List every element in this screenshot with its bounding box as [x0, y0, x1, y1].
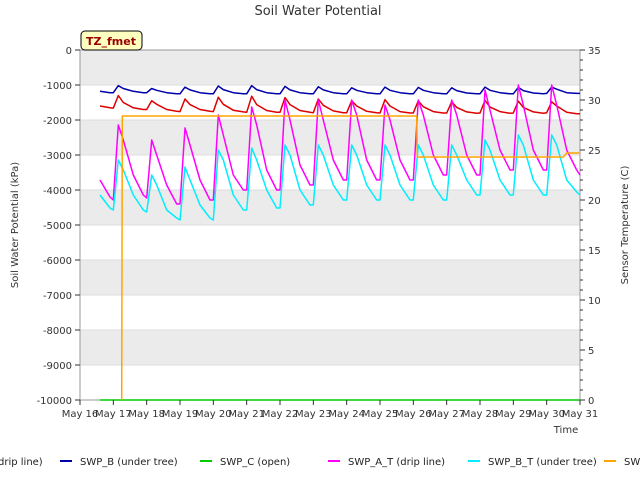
y2-tick-label: 20	[588, 196, 601, 207]
plot-band	[80, 50, 580, 85]
y2-axis-label: Sensor Temperature (C)	[620, 166, 631, 285]
legend-item: SWP_B_T (under tree)	[468, 457, 597, 468]
x-tick-label: May 19	[162, 409, 199, 420]
x-tick-label: May 20	[195, 409, 232, 420]
series-line-swp-b-t-under-tree	[99, 134, 581, 221]
plot-band	[80, 85, 580, 120]
plot-band	[80, 330, 580, 365]
series-line-swp-c-t-open	[120, 115, 580, 401]
legend-label: drip line)	[0, 457, 43, 468]
plot-band	[80, 365, 580, 400]
legend-label: SWP_B (under tree)	[80, 457, 178, 468]
x-tick-label: May 17	[95, 409, 132, 420]
annotation-text: TZ_fmet	[86, 35, 136, 48]
legend-label: SWP_C (open)	[220, 457, 290, 468]
chart-title: Soil Water Potential	[254, 4, 381, 19]
legend-label: SWP_A_T (drip line)	[348, 457, 445, 468]
plot-band	[80, 155, 580, 190]
legend-item: SWP_C (open)	[200, 457, 290, 468]
y-tick-label: -9000	[43, 361, 72, 372]
legend-item: SWP_B (under tree)	[60, 457, 178, 468]
x-tick-label: May 30	[528, 409, 565, 420]
annotation-background	[80, 30, 143, 51]
y-tick-label: -8000	[43, 326, 72, 337]
x-tick-label: May 16	[62, 409, 99, 420]
x-tick-label: May 23	[295, 409, 332, 420]
series-line-swp-a-drip-line	[99, 94, 580, 115]
x-tick-label: May 27	[428, 409, 465, 420]
x-tick-label: May 24	[328, 409, 365, 420]
y-tick-label: -10000	[37, 396, 72, 407]
x-tick-label: May 26	[395, 409, 432, 420]
x-tick-label: May 22	[262, 409, 299, 420]
x-axis-label: Time	[553, 425, 578, 436]
y-axis-label: Soil Water Potential (kPa)	[10, 162, 21, 288]
y-tick-label: -5000	[43, 221, 72, 232]
x-tick-label: May 31	[562, 409, 599, 420]
plot-band	[80, 295, 580, 330]
series-line-swp-a-t-drip-line	[99, 84, 581, 205]
y2-tick-label: 25	[588, 146, 601, 157]
legend-item: drip line)	[0, 457, 43, 468]
y2-tick-label: 5	[588, 346, 594, 357]
y2-tick-label: 30	[588, 96, 601, 107]
plot-band	[80, 190, 580, 225]
y-tick-label: 0	[66, 46, 72, 57]
y2-tick-label: 35	[588, 46, 601, 57]
y-tick-label: -4000	[43, 186, 72, 197]
x-tick-label: May 18	[128, 409, 165, 420]
x-tick-label: May 29	[495, 409, 532, 420]
x-tick-label: May 21	[228, 409, 265, 420]
y2-tick-label: 10	[588, 296, 601, 307]
annotation-box: TZ_fmet	[80, 30, 143, 51]
series-line-swp-b-under-tree	[99, 84, 580, 95]
y-tick-label: -2000	[43, 116, 72, 127]
legend-label: SWP_	[624, 457, 640, 468]
y-tick-label: -1000	[43, 81, 72, 92]
plot-band	[80, 225, 580, 260]
legend-label: SWP_B_T (under tree)	[488, 457, 597, 468]
y-tick-label: -7000	[43, 291, 72, 302]
legend: drip line) SWP_B (under tree) SWP_C (open)…	[0, 457, 640, 468]
x-tick-label: May 28	[462, 409, 499, 420]
y-tick-label: -6000	[43, 256, 72, 267]
y2-tick-label: 0	[588, 396, 594, 407]
y-tick-label: -3000	[43, 151, 72, 162]
y2-tick-label: 15	[588, 246, 601, 257]
y2-axis: 0 5 10 15 20 25 30 35	[580, 46, 601, 407]
legend-item: SWP_A_T (drip line)	[328, 457, 445, 468]
y-axis: 0 -1000 -2000 -3000 -4000 -5000 -6000 -7000 -800…	[37, 46, 80, 407]
plot-bands	[80, 50, 580, 400]
plot-band	[80, 260, 580, 295]
x-tick-label: May 25	[362, 409, 399, 420]
legend-item: SWP_	[604, 457, 640, 468]
